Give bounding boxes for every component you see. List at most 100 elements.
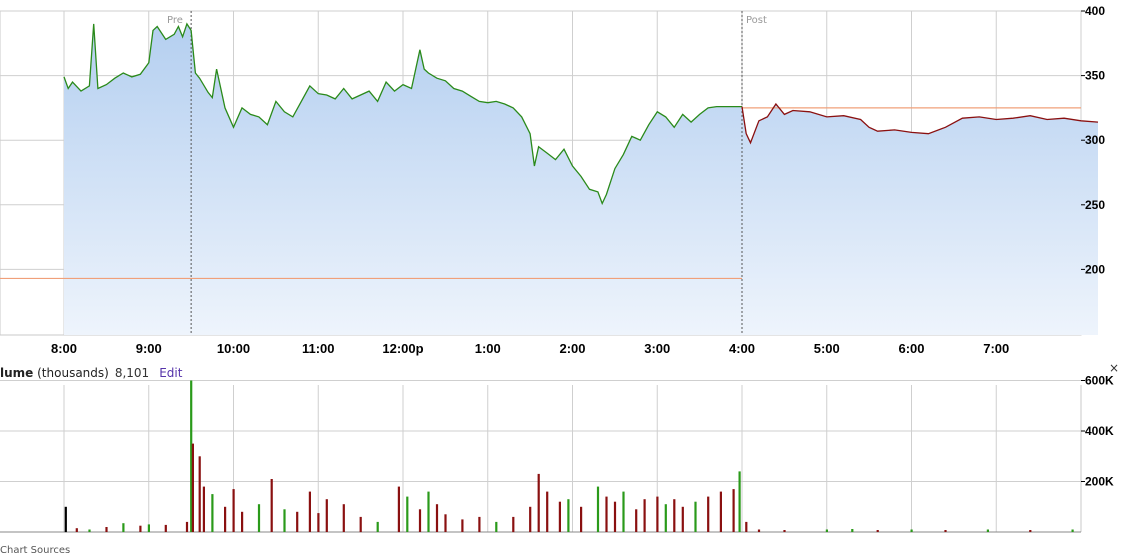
time-tick-label: 12:00p (382, 341, 423, 356)
volume-bar (719, 491, 722, 532)
volume-bar (164, 524, 167, 532)
volume-units: (thousands) (33, 366, 109, 380)
volume-bar (596, 486, 600, 533)
volume-bar (673, 499, 676, 532)
volume-header: lume (thousands) 8,101 Edit (0, 366, 182, 380)
volume-bar (198, 456, 201, 533)
volume-bar (308, 491, 311, 532)
volume-bar (418, 509, 422, 532)
volume-bar (185, 521, 189, 532)
volume-bar (664, 504, 667, 532)
time-tick-label: 3:00 (644, 341, 670, 356)
volume-bar (478, 516, 481, 533)
volume-edit-link[interactable]: Edit (159, 366, 183, 380)
price-area-fill (64, 23, 1098, 336)
price-tick-label: 250 (1085, 198, 1105, 212)
time-tick-label: 6:00 (898, 341, 924, 356)
volume-bar (825, 529, 828, 532)
volume-bar (435, 504, 439, 532)
volume-bar (427, 491, 430, 532)
volume-bar (605, 496, 608, 532)
volume-bar (325, 499, 328, 532)
volume-bar (191, 443, 194, 532)
price-area (64, 23, 1098, 336)
volume-y-ticks: 600K 400K 200K (1081, 374, 1114, 489)
volume-bar (944, 530, 947, 532)
volume-bar (567, 499, 570, 532)
volume-bar (622, 491, 625, 532)
volume-bar (745, 521, 748, 532)
volume-bar (558, 501, 561, 532)
volume-bar (211, 494, 214, 532)
volume-bar (359, 516, 362, 533)
volume-bar (694, 501, 697, 532)
volume-bar (444, 514, 447, 532)
volume-bar (635, 509, 638, 532)
volume-bar (296, 511, 299, 532)
pre-market-label: Pre (167, 15, 183, 26)
price-line-regular (63, 22, 742, 206)
chart-sources-link[interactable]: Chart Sources (0, 545, 71, 556)
volume-bar (537, 473, 540, 532)
volume-bar (851, 529, 854, 532)
close-volume-button[interactable]: × (1109, 361, 1120, 375)
volume-tick-label: 600K (1085, 374, 1114, 388)
volume-tick-label: 400K (1085, 424, 1114, 438)
price-lines (63, 22, 1099, 206)
volume-bar (64, 506, 67, 533)
time-tick-label: 5:00 (814, 341, 840, 356)
volume-bar (613, 501, 617, 532)
volume-bar (643, 499, 646, 532)
time-tick-label: 4:00 (729, 341, 755, 356)
price-tick-label: 350 (1085, 69, 1105, 83)
volume-bar (580, 506, 583, 533)
volume-bar (270, 479, 273, 532)
volume-bar (910, 529, 913, 532)
volume-bar (757, 529, 761, 532)
time-tick-label: 2:00 (559, 341, 585, 356)
volume-bar (783, 530, 786, 532)
price-tick-label: 400 (1085, 4, 1105, 18)
time-tick-label: 8:00 (51, 341, 77, 356)
volume-bar (707, 496, 710, 532)
volume-bar (986, 529, 989, 532)
volume-bar (139, 525, 142, 532)
volume-bar (88, 529, 91, 532)
time-tick-label: 9:00 (136, 341, 162, 356)
volume-bar (681, 506, 684, 533)
volume-bar (232, 489, 235, 532)
volume-bar (876, 530, 879, 532)
volume-bar (1029, 530, 1032, 532)
volume-bar (257, 504, 261, 532)
volume-bar (283, 509, 286, 532)
volume-bar (406, 496, 409, 532)
time-x-ticks: 8:00 9:00 10:00 11:00 12:00p 1:00 2:00 3:00 4:00… (51, 341, 1009, 356)
volume-bar (656, 496, 659, 532)
price-tick-label: 200 (1085, 262, 1105, 276)
reference-lines (0, 107, 1081, 280)
volume-bar (317, 513, 320, 532)
volume-bar (147, 524, 150, 532)
volume-bar (732, 489, 735, 532)
volume-bar (1071, 529, 1074, 532)
volume-bar (495, 521, 498, 532)
post-market-label: Post (746, 15, 767, 26)
volume-bar (461, 519, 464, 532)
volume-value: 8,101 (114, 366, 150, 380)
volume-bar (75, 528, 78, 532)
volume-bar (397, 486, 400, 533)
volume-bar (190, 380, 193, 532)
time-tick-label: 1:00 (475, 341, 501, 356)
volume-bar (105, 527, 108, 532)
time-tick-label: 11:00 (302, 341, 335, 356)
volume-bar (512, 516, 515, 533)
volume-bar (241, 511, 244, 532)
price-line-post (741, 102, 1099, 145)
volume-bar (376, 521, 379, 532)
volume-bars (64, 380, 1074, 533)
volume-bar (546, 491, 549, 532)
volume-bar (738, 471, 741, 532)
volume-bar (122, 523, 125, 532)
volume-tick-label: 200K (1085, 475, 1114, 489)
